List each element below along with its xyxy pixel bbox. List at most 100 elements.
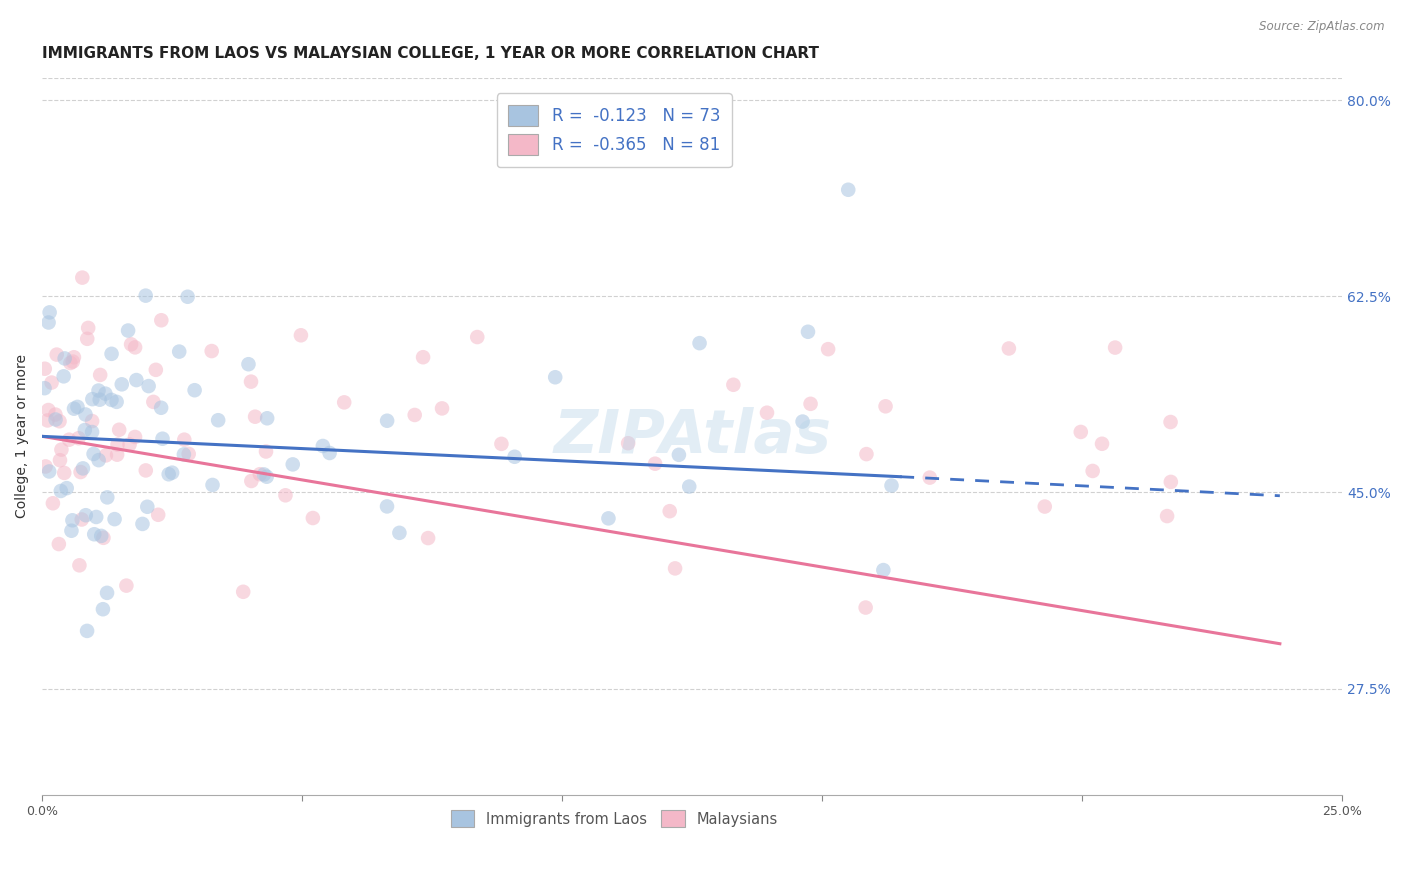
Point xyxy=(38,305,60,319)
Point xyxy=(75,508,97,523)
Point xyxy=(249,467,271,482)
Point xyxy=(658,504,681,518)
Point xyxy=(96,491,118,505)
Point xyxy=(89,392,111,407)
Point xyxy=(105,395,128,409)
Point xyxy=(34,459,56,474)
Point xyxy=(465,330,488,344)
Point xyxy=(44,408,66,422)
Point xyxy=(67,431,90,445)
Point xyxy=(37,403,59,417)
Point xyxy=(1156,509,1178,524)
Point xyxy=(118,437,141,451)
Point xyxy=(388,525,411,540)
Point xyxy=(87,453,110,467)
Point xyxy=(136,500,159,514)
Point xyxy=(49,483,72,498)
Point xyxy=(142,395,165,409)
Point xyxy=(998,342,1021,356)
Point xyxy=(800,397,823,411)
Point xyxy=(117,324,139,338)
Point xyxy=(253,467,276,482)
Point xyxy=(238,357,260,371)
Point xyxy=(53,351,76,366)
Point xyxy=(256,469,278,483)
Point xyxy=(173,447,195,461)
Point xyxy=(201,344,224,359)
Point xyxy=(201,478,224,492)
Point xyxy=(111,377,134,392)
Point xyxy=(150,313,173,327)
Point xyxy=(72,270,94,285)
Text: ZIPAtlas: ZIPAtlas xyxy=(553,407,831,466)
Point xyxy=(75,408,97,422)
Point xyxy=(49,453,72,467)
Point xyxy=(87,384,110,398)
Point xyxy=(254,444,277,458)
Point xyxy=(544,370,567,384)
Point xyxy=(120,337,142,351)
Point xyxy=(148,508,170,522)
Point xyxy=(52,369,75,384)
Point xyxy=(135,463,157,477)
Point xyxy=(73,423,96,437)
Point xyxy=(51,442,73,457)
Point xyxy=(491,437,513,451)
Point xyxy=(875,399,897,413)
Point xyxy=(817,342,839,356)
Point xyxy=(412,350,434,364)
Point xyxy=(1160,475,1182,489)
Point xyxy=(105,448,128,462)
Point xyxy=(34,361,56,376)
Point xyxy=(664,561,686,575)
Point xyxy=(89,368,111,382)
Point xyxy=(84,510,107,524)
Point xyxy=(125,373,148,387)
Point xyxy=(59,356,82,370)
Point xyxy=(243,409,266,424)
Point xyxy=(416,531,439,545)
Point xyxy=(63,351,86,365)
Point xyxy=(91,602,114,616)
Point xyxy=(103,512,125,526)
Point xyxy=(872,563,894,577)
Point xyxy=(96,586,118,600)
Point xyxy=(60,524,83,538)
Y-axis label: College, 1 year or more: College, 1 year or more xyxy=(15,354,30,518)
Point xyxy=(45,348,67,362)
Point xyxy=(72,461,94,475)
Point xyxy=(880,478,903,492)
Point xyxy=(41,376,63,390)
Point xyxy=(176,290,198,304)
Point xyxy=(318,446,340,460)
Point xyxy=(62,513,84,527)
Point xyxy=(55,481,77,495)
Point xyxy=(90,529,112,543)
Point xyxy=(375,500,398,514)
Point xyxy=(678,479,700,493)
Point xyxy=(131,516,153,531)
Point xyxy=(1033,500,1056,514)
Point xyxy=(37,413,59,427)
Point xyxy=(100,347,122,361)
Point xyxy=(503,450,526,464)
Point xyxy=(837,183,859,197)
Point xyxy=(42,496,65,510)
Point xyxy=(58,433,80,447)
Point xyxy=(173,433,195,447)
Point xyxy=(404,408,426,422)
Point xyxy=(240,474,263,488)
Point xyxy=(94,449,117,463)
Point xyxy=(48,537,70,551)
Text: IMMIGRANTS FROM LAOS VS MALAYSIAN COLLEGE, 1 YEAR OR MORE CORRELATION CHART: IMMIGRANTS FROM LAOS VS MALAYSIAN COLLEG… xyxy=(42,46,820,62)
Point xyxy=(100,392,122,407)
Point xyxy=(115,579,138,593)
Point xyxy=(1070,425,1092,439)
Point xyxy=(160,466,183,480)
Point xyxy=(94,386,117,401)
Point xyxy=(167,344,190,359)
Point xyxy=(177,447,200,461)
Point xyxy=(617,436,640,450)
Point xyxy=(45,412,67,426)
Point xyxy=(82,392,104,406)
